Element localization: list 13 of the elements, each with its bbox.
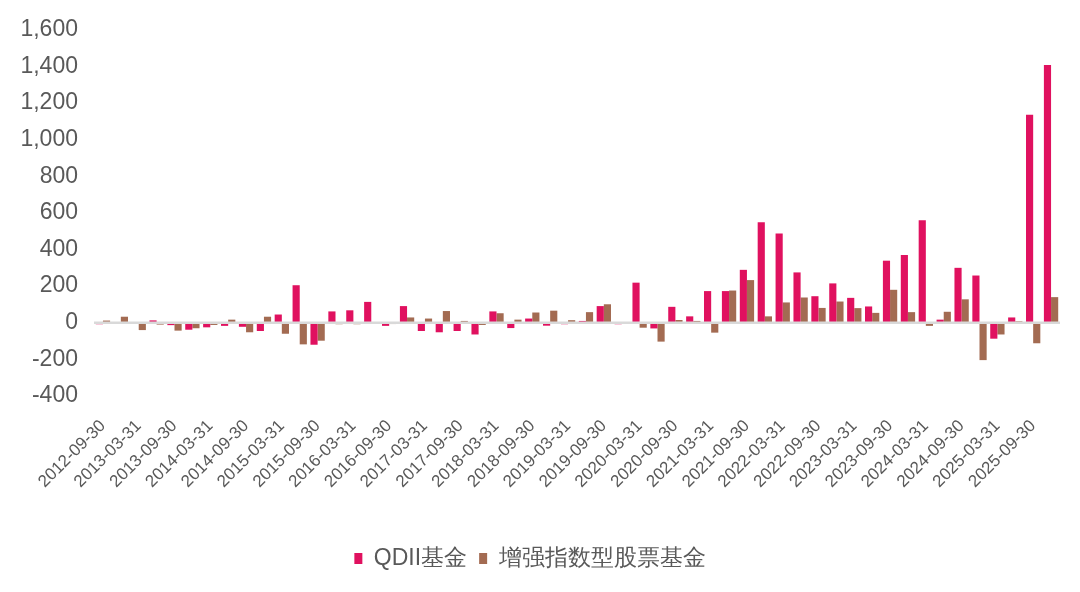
y-tick-label: 1,400 (20, 51, 78, 78)
y-tick-label: -200 (31, 344, 78, 371)
y-tick-label: 400 (39, 234, 78, 261)
y-tick-label: 0 (65, 308, 78, 335)
y-tick-label: 600 (39, 198, 78, 225)
y-tick-label: -400 (31, 381, 78, 408)
legend-label: QDII基金 (373, 543, 468, 570)
y-tick-label: 1,200 (20, 88, 78, 115)
y-tick-label: 1,000 (20, 125, 78, 151)
y-tick-label: 800 (39, 161, 78, 188)
legend-label: 增强指数型股票基金 (497, 543, 706, 570)
y-tick-label: 1,600 (20, 15, 78, 42)
y-tick-label: 200 (39, 271, 78, 298)
